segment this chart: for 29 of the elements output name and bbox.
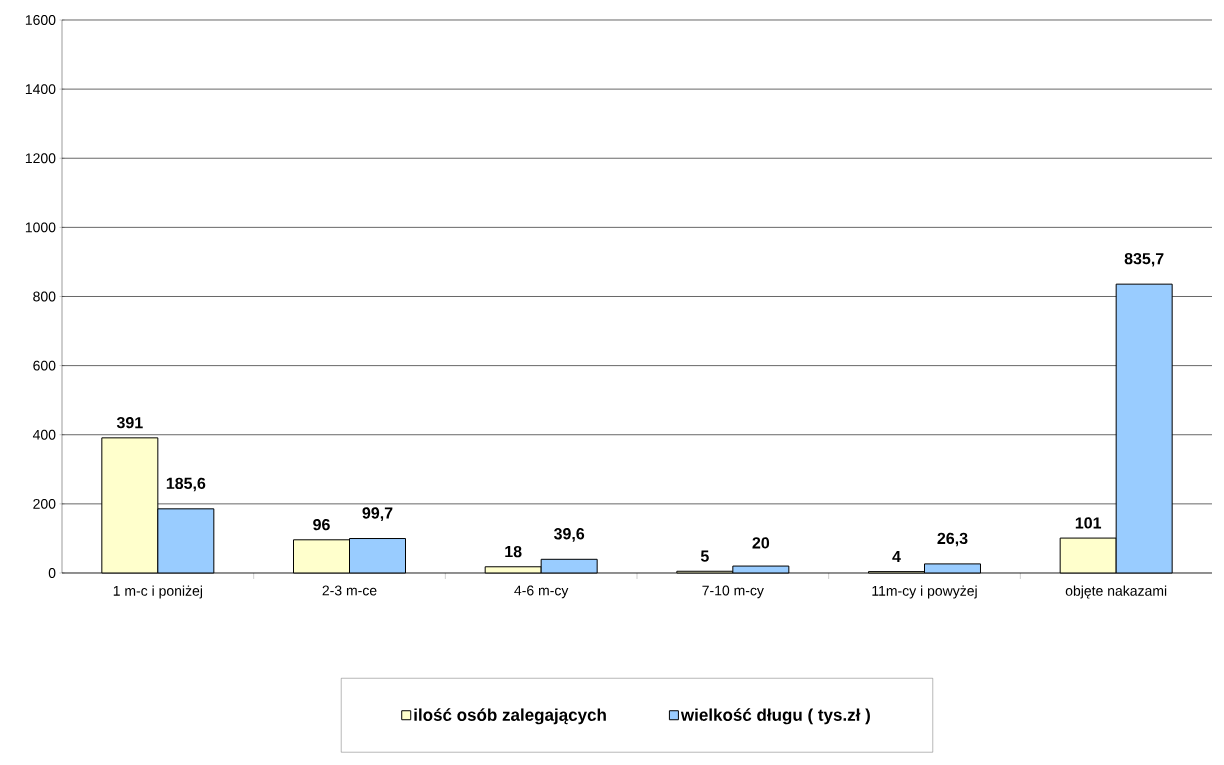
- data-label: 4: [892, 551, 901, 563]
- y-tick-label: 1000: [25, 222, 56, 233]
- legend-label: ilość osób zalegających: [414, 708, 606, 725]
- y-tick-label: 1600: [25, 15, 56, 25]
- data-label: 185,6: [166, 477, 206, 492]
- data-label: 101: [1075, 517, 1102, 529]
- y-tick-label: 1200: [25, 153, 56, 164]
- y-tick-label: 200: [33, 498, 56, 509]
- x-tick-label: 2-3 m-ce: [322, 585, 377, 596]
- data-label: 96: [313, 518, 330, 531]
- y-tick-label: 800: [33, 291, 56, 302]
- data-label: 391: [116, 416, 143, 429]
- data-label: 39,6: [553, 528, 585, 542]
- legend-label: wielkość długu ( tys.zł ): [680, 708, 870, 725]
- data-label: 18: [505, 545, 522, 558]
- x-tick-label: 4-6 m-cy: [514, 585, 569, 599]
- data-label: 99,7: [362, 507, 393, 521]
- data-label: 26,3: [937, 532, 968, 547]
- y-tick-label: 400: [32, 429, 56, 440]
- y-tick-label: 1400: [25, 84, 56, 95]
- x-tick-label: objęte nakazami: [1065, 585, 1167, 599]
- y-tick-label: 0: [48, 568, 56, 578]
- data-label: 835,7: [1124, 252, 1164, 267]
- x-tick-label: 1 m-c i poniżej: [113, 585, 202, 599]
- data-label: 5: [700, 550, 709, 562]
- data-label: 20: [752, 537, 770, 549]
- x-tick-label: 7-10 m-cy: [702, 585, 764, 599]
- x-tick-label: 11m-cy i powyżej: [872, 585, 977, 599]
- y-tick-label: 600: [33, 360, 56, 371]
